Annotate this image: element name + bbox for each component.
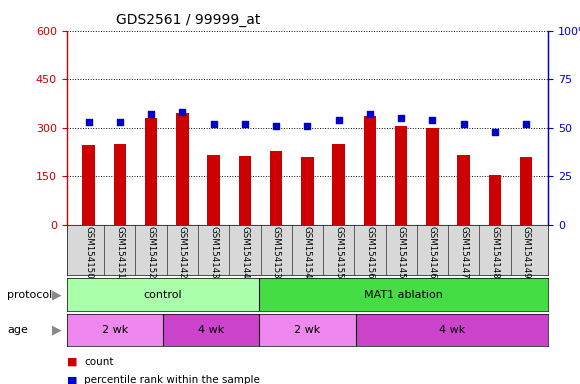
Bar [426,128,438,225]
Bar [145,118,157,225]
Point [459,121,468,127]
Text: ■: ■ [67,357,77,367]
Bar [356,314,548,346]
Bar [163,314,259,346]
Point [521,121,531,127]
Text: GDS2561 / 99999_at: GDS2561 / 99999_at [116,13,260,27]
Bar [82,146,95,225]
Point [115,119,125,125]
Text: GSM154146: GSM154146 [428,227,437,279]
Bar [238,156,251,225]
Text: control: control [144,290,182,300]
Point [334,117,343,123]
Bar [520,157,532,225]
Text: GSM154144: GSM154144 [240,227,249,279]
Text: GSM154149: GSM154149 [522,227,531,279]
Text: GSM154152: GSM154152 [147,227,155,279]
Bar [259,314,356,346]
Text: protocol: protocol [7,290,52,300]
Point [177,109,187,115]
Text: ▶: ▶ [52,324,61,336]
Text: ■: ■ [67,375,77,384]
Text: age: age [7,325,28,335]
Text: 4 wk: 4 wk [198,325,224,335]
Bar [114,144,126,225]
Bar [67,314,163,346]
Text: 2 wk: 2 wk [294,325,321,335]
Bar [364,116,376,225]
Bar [395,126,407,225]
Point [490,129,499,135]
Bar [301,157,314,225]
Text: GSM154150: GSM154150 [84,227,93,279]
Text: GSM154147: GSM154147 [459,227,468,279]
Bar [332,144,345,225]
Bar [67,278,259,311]
Point [271,122,281,129]
Text: MAT1 ablation: MAT1 ablation [364,290,443,300]
Text: GSM154153: GSM154153 [271,227,281,279]
Bar [259,278,548,311]
Point [365,111,375,117]
Bar [270,151,282,225]
Bar [176,113,188,225]
Text: 4 wk: 4 wk [438,325,465,335]
Bar [489,175,501,225]
Text: ▶: ▶ [52,288,61,301]
Text: count: count [84,357,114,367]
Point [209,121,218,127]
Point [303,122,312,129]
Text: GSM154155: GSM154155 [334,227,343,279]
Bar [458,155,470,225]
Text: GSM154142: GSM154142 [178,227,187,279]
Text: GSM154143: GSM154143 [209,227,218,279]
Text: GSM154148: GSM154148 [491,227,499,279]
Text: GSM154156: GSM154156 [365,227,375,279]
Point [147,111,156,117]
Text: 2 wk: 2 wk [102,325,128,335]
Text: GSM154145: GSM154145 [397,227,405,279]
Text: GSM154154: GSM154154 [303,227,312,279]
Text: percentile rank within the sample: percentile rank within the sample [84,375,260,384]
Point [428,117,437,123]
Point [84,119,93,125]
Point [397,115,406,121]
Text: GSM154151: GSM154151 [115,227,124,279]
Point [240,121,249,127]
Bar [208,155,220,225]
